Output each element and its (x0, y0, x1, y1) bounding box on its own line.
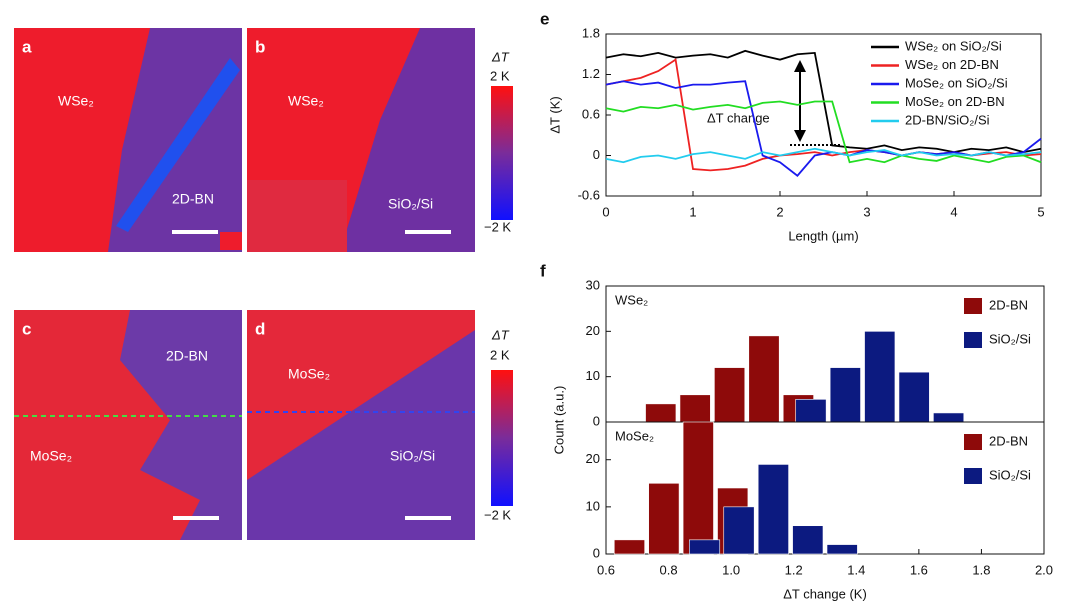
y-tick-label: 10 (586, 368, 600, 383)
histogram-bar (748, 335, 780, 423)
histogram-bar (933, 412, 965, 423)
x-tick-label: 0 (602, 204, 609, 219)
data-line (605, 147, 1042, 164)
histogram-bar (898, 371, 930, 423)
legend-swatch (964, 434, 982, 450)
annotation: ΔT change (707, 110, 770, 125)
y-tick-label: 20 (586, 323, 600, 338)
region-label: SiO₂/Si (388, 196, 433, 212)
histogram-bar (714, 367, 746, 423)
subplot-title: WSe₂ (615, 292, 648, 307)
plot-frame (605, 421, 1045, 555)
legend-label: WSe₂ on SiO₂/Si (905, 38, 1002, 53)
x-tick-label: 4 (950, 204, 957, 219)
x-tick-label: 3 (863, 204, 870, 219)
histogram-bar (795, 399, 827, 423)
y-tick-label: 0 (593, 545, 600, 560)
y-tick-label: 1.2 (582, 66, 600, 81)
region-label: 2D-BN (172, 191, 214, 207)
image-panel-c: c 2D-BN MoSe₂ (14, 310, 242, 540)
data-line (605, 49, 1042, 154)
colorbar: ΔT 2 K −2 K (484, 49, 513, 234)
legend-label: MoSe₂ on SiO₂/Si (905, 75, 1008, 90)
y-tick-label: 0.6 (582, 106, 600, 121)
legend-label: MoSe₂ on 2D-BN (905, 94, 1005, 109)
y-tick-label: 30 (586, 277, 600, 292)
y-axis-label: Count (a.u.) (551, 386, 566, 455)
panel-letter: c (22, 319, 31, 338)
histogram-bar (679, 394, 711, 423)
region-label: MoSe₂ (30, 448, 72, 464)
legend-label: 2D-BN (989, 297, 1028, 312)
panel-letter: f (540, 261, 546, 280)
histogram-bar (645, 403, 677, 423)
y-tick-label: 20 (586, 451, 600, 466)
x-tick-label: 0.6 (597, 562, 615, 577)
legend-label: 2D-BN (989, 433, 1028, 448)
x-tick-label: 1 (689, 204, 696, 219)
histogram-bar (792, 525, 824, 555)
x-tick-label: 1.0 (722, 562, 740, 577)
panel-letter: a (22, 37, 32, 56)
region-label: WSe₂ (288, 93, 324, 109)
x-tick-label: 1.2 (785, 562, 803, 577)
histogram-bar (723, 506, 755, 555)
region-label: WSe₂ (58, 93, 94, 109)
y-tick-label: 1.8 (582, 25, 600, 40)
image-panel-b: b WSe₂ SiO₂/Si (247, 28, 475, 252)
panel-letter: e (540, 9, 549, 28)
y-axis-label: ΔT (K) (547, 96, 562, 133)
histogram-bar (829, 367, 861, 423)
panel-letter: b (255, 37, 265, 56)
legend-label: WSe₂ on 2D-BN (905, 57, 999, 72)
colorbar-max: 2 K (490, 347, 510, 362)
x-tick-label: 1.4 (847, 562, 865, 577)
colorbar: ΔT 2 K −2 K (484, 327, 513, 522)
x-axis-label: ΔT change (K) (783, 586, 867, 601)
y-tick-label: 0 (593, 413, 600, 428)
x-tick-label: 0.8 (660, 562, 678, 577)
y-tick-label: -0.6 (578, 187, 600, 202)
histogram-bar (648, 482, 680, 555)
histogram-bar (826, 544, 858, 555)
x-tick-label: 1.8 (972, 562, 990, 577)
x-tick-label: 2.0 (1035, 562, 1053, 577)
x-tick-label: 1.6 (910, 562, 928, 577)
legend-label: SiO₂/Si (989, 331, 1031, 346)
panel-letter: d (255, 319, 265, 338)
histogram-bar (613, 539, 645, 555)
legend-swatch (964, 332, 982, 348)
legend-swatch (964, 298, 982, 314)
region-label: 2D-BN (166, 348, 208, 364)
colorbar-min: −2 K (484, 507, 511, 522)
x-axis-label: Length (µm) (788, 228, 858, 243)
x-tick-label: 2 (776, 204, 783, 219)
y-tick-label: 0 (593, 147, 600, 162)
data-line (605, 100, 1042, 164)
colorbar-title: ΔT (491, 327, 510, 342)
y-tick-label: 10 (586, 498, 600, 513)
arrow-head (794, 130, 806, 142)
legend-swatch (964, 468, 982, 484)
image-panel-d: d MoSe₂ SiO₂/Si (247, 310, 475, 540)
histogram-bar (689, 539, 721, 555)
x-tick-label: 5 (1037, 204, 1044, 219)
histogram-bar (682, 421, 714, 555)
image-panel-a: a WSe₂ 2D-BN (14, 28, 242, 252)
region-label: SiO₂/Si (390, 448, 435, 464)
colorbar-max: 2 K (490, 68, 510, 83)
subplot-title: MoSe₂ (615, 428, 654, 443)
legend-label: SiO₂/Si (989, 467, 1031, 482)
legend-label: 2D-BN/SiO₂/Si (905, 112, 990, 127)
arrow-head (794, 60, 806, 72)
colorbar-title: ΔT (491, 49, 510, 64)
colorbar-min: −2 K (484, 219, 511, 234)
histogram-bar (864, 331, 896, 423)
histogram-bar (757, 464, 789, 555)
region-label: MoSe₂ (288, 366, 330, 382)
